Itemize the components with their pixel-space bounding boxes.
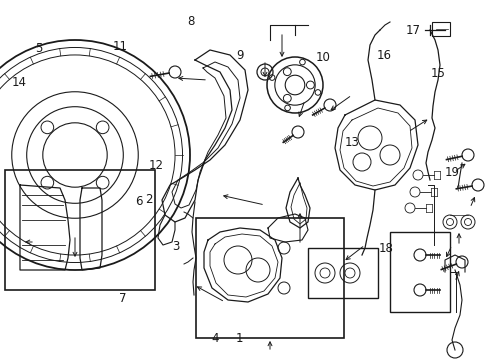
Text: 13: 13 xyxy=(344,136,359,149)
Text: 2: 2 xyxy=(145,193,153,206)
Bar xyxy=(431,22,449,36)
Text: 16: 16 xyxy=(376,49,390,62)
Text: 19: 19 xyxy=(444,166,459,179)
Text: 1: 1 xyxy=(235,332,243,345)
Bar xyxy=(5,170,155,290)
Text: 5: 5 xyxy=(35,42,43,55)
Text: 3: 3 xyxy=(172,240,180,253)
Text: 17: 17 xyxy=(405,24,420,37)
Text: 4: 4 xyxy=(211,332,219,345)
Text: 12: 12 xyxy=(149,159,163,172)
Text: 14: 14 xyxy=(12,76,27,89)
Text: 8: 8 xyxy=(186,15,194,28)
Text: 7: 7 xyxy=(118,292,126,305)
Bar xyxy=(196,218,343,338)
Bar xyxy=(307,248,377,298)
Text: 9: 9 xyxy=(235,49,243,62)
Text: 11: 11 xyxy=(112,40,127,53)
Text: 15: 15 xyxy=(429,67,444,80)
Bar xyxy=(389,232,449,312)
Text: 6: 6 xyxy=(135,195,143,208)
Text: 10: 10 xyxy=(315,51,329,64)
Text: 18: 18 xyxy=(378,242,393,255)
